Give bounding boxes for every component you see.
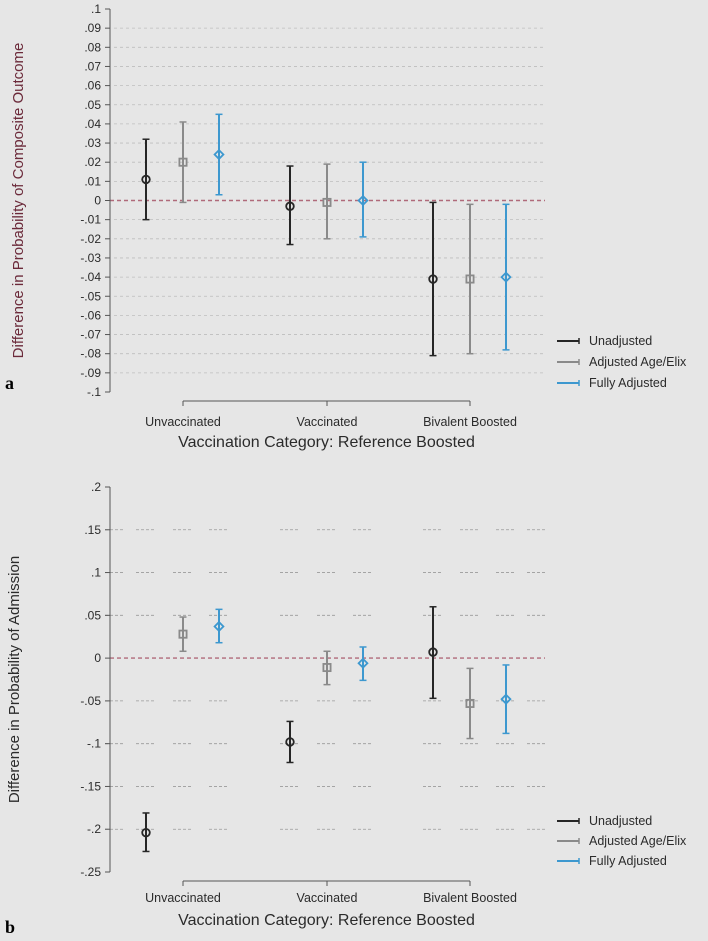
y-tick-label: -.2	[87, 822, 101, 836]
point-estimate	[141, 827, 151, 838]
y-tick-label: .02	[84, 155, 101, 169]
legend-label: Unadjusted	[589, 814, 652, 828]
legend: Unadjusted Adjusted Age/Elix Fully Adjuste…	[557, 814, 687, 868]
y-tick-label: -.1	[87, 385, 101, 399]
point-estimate	[213, 620, 225, 633]
y-tick-label: .01	[84, 174, 101, 188]
legend-label: Adjusted Age/Elix	[589, 355, 687, 369]
point-estimate	[357, 657, 369, 669]
point-estimate	[500, 693, 512, 705]
y-tick-label: .06	[84, 79, 101, 93]
series-adjusted-age-elix	[178, 121, 475, 355]
x-tick-label: Unvaccinated	[145, 891, 221, 905]
y-tick-label: -.04	[80, 270, 101, 284]
panel-b: -.25 -.2 -.15 -.1 -.05 0 .05 .1 .15 .2 Unvaccinate…	[5, 480, 687, 937]
x-tick-label: Vaccinated	[297, 891, 358, 905]
legend-label: Fully Adjusted	[589, 376, 667, 390]
panel-a: -.1 -.09 -.08 -.07 -.06 -.05 -.04 -.03 -.02 -.01 0…	[5, 2, 687, 451]
series-unadjusted	[141, 606, 438, 853]
x-tick-label: Bivalent Boosted	[423, 415, 517, 429]
y-tick-label: .04	[84, 117, 101, 131]
point-estimate	[285, 201, 295, 211]
y-tick-label: -.1	[87, 737, 101, 751]
point-estimate	[465, 698, 475, 708]
point-estimate	[357, 194, 369, 207]
x-tick-label: Bivalent Boosted	[423, 891, 517, 905]
y-tick-label: .05	[84, 608, 101, 622]
series-adjusted-age-elix	[178, 616, 475, 740]
y-tick-label: .07	[84, 59, 101, 73]
point-estimate	[141, 174, 151, 185]
point-estimate	[322, 663, 332, 673]
y-tick-label: .08	[84, 40, 101, 54]
point-estimate	[500, 271, 512, 283]
y-tick-label: .1	[91, 566, 101, 580]
point-estimate	[178, 629, 188, 639]
legend-label: Adjusted Age/Elix	[589, 834, 687, 848]
y-axis-title: Difference in Probability of Composite O…	[10, 43, 27, 359]
y-tick-label: -.01	[80, 213, 101, 227]
point-estimate	[465, 274, 475, 284]
y-tick-label: .05	[84, 98, 101, 112]
y-tick-label: -.07	[80, 328, 101, 342]
y-tick-label: .2	[91, 480, 101, 494]
series-fully-adjusted	[213, 113, 512, 351]
panel-letter: b	[5, 917, 15, 937]
y-tick-label: .1	[91, 2, 101, 16]
y-tick-label: .15	[84, 523, 101, 537]
series-unadjusted	[141, 138, 438, 357]
x-axis-title: Vaccination Category: Reference Boosted	[178, 912, 475, 929]
y-tick-label: 0	[94, 651, 101, 665]
y-tick-label: -.05	[80, 694, 101, 708]
y-tick-label: .09	[84, 21, 101, 35]
y-tick-label: -.25	[80, 865, 101, 879]
legend: Unadjusted Adjusted Age/Elix Fully Adjuste…	[557, 334, 687, 390]
y-tick-label: -.03	[80, 251, 101, 265]
point-estimate	[322, 197, 332, 207]
point-estimate	[428, 647, 438, 657]
series-fully-adjusted	[213, 608, 512, 735]
y-tick-label: 0	[94, 194, 101, 208]
x-tick-label: Unvaccinated	[145, 415, 221, 429]
y-tick-label: .03	[84, 136, 101, 150]
legend-label: Unadjusted	[589, 334, 652, 348]
point-estimate	[178, 157, 188, 167]
point-estimate	[213, 148, 225, 161]
y-tick-label: -.05	[80, 289, 101, 303]
y-tick-label: -.06	[80, 308, 101, 322]
legend-label: Fully Adjusted	[589, 854, 667, 868]
x-axis-title: Vaccination Category: Reference Boosted	[178, 434, 475, 451]
point-estimate	[428, 274, 438, 284]
panel-letter: a	[5, 373, 14, 393]
x-tick-label: Vaccinated	[297, 415, 358, 429]
point-estimate	[285, 737, 295, 747]
y-tick-label: -.08	[80, 347, 101, 361]
y-axis-title: Difference in Probability of Admission	[6, 556, 23, 803]
y-tick-label: -.09	[80, 366, 101, 380]
y-tick-label: -.02	[80, 232, 101, 246]
y-tick-label: -.15	[80, 779, 101, 793]
